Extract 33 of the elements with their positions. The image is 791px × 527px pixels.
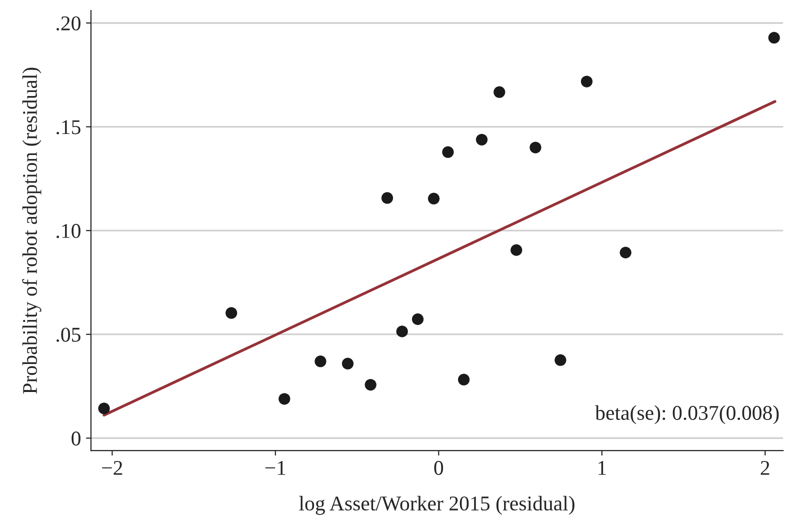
point: [381, 192, 394, 204]
point: [396, 326, 408, 338]
point: [412, 313, 424, 326]
point: [428, 192, 440, 204]
point: [580, 76, 593, 88]
point: [554, 354, 566, 366]
point: [620, 246, 632, 258]
point: [342, 358, 354, 370]
y-tick-label: .05: [56, 328, 80, 342]
y-tick-label: .15: [56, 120, 80, 134]
point: [768, 32, 780, 44]
annotation: beta(se): 0.037(0.008): [595, 405, 779, 424]
y-tick-label: .20: [56, 16, 80, 31]
x-tick-label: 2: [760, 460, 770, 475]
point: [442, 146, 454, 158]
y-tick-label: .10: [56, 224, 80, 238]
point: [458, 374, 470, 386]
point: [314, 356, 326, 368]
point: [98, 402, 110, 414]
x-tick-label: −2: [102, 460, 122, 475]
y-tick-label: 0: [72, 432, 80, 446]
x-tick-label: −1: [265, 461, 286, 475]
point: [510, 244, 522, 256]
x-axis-title: log Asset/Worker 2015 (residual): [299, 496, 574, 515]
y-axis-title: Probability of robot adoption (residual): [22, 68, 42, 394]
point: [364, 378, 376, 391]
point: [226, 307, 238, 319]
point: [278, 393, 290, 405]
point: [476, 134, 488, 146]
x-tick-label: 1: [598, 461, 606, 475]
x-tick-label: 0: [434, 460, 444, 475]
point: [530, 142, 542, 154]
point: [494, 86, 506, 98]
